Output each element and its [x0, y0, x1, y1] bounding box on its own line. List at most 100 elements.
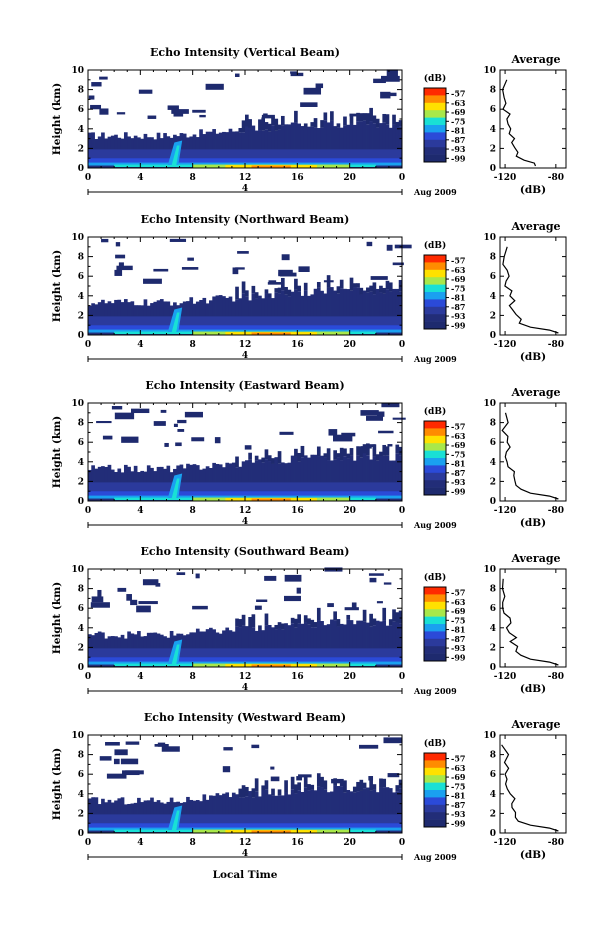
- colorbar-tick-label: -87: [451, 302, 465, 312]
- colorbar-segment: [424, 594, 446, 603]
- panel-title: Echo Intensity (Westward Beam): [144, 711, 346, 724]
- colorbar-tick-label: -99: [451, 486, 466, 496]
- y-axis-label: Height (km): [51, 582, 63, 654]
- panel-3: Echo Intensity (Eastward Beam) 0 2 4 6 8 10 0 4 8…: [51, 379, 567, 530]
- date-label: Aug 2009: [413, 520, 457, 530]
- avg-x-tick-label: -120: [494, 340, 517, 350]
- panel-4: Echo Intensity (Southward Beam) 0 2 4 6 8 10 0 4…: [51, 545, 567, 696]
- colorbar-segment: [424, 819, 446, 828]
- x-tick-label: 12: [239, 672, 252, 682]
- date-marker-label: 4: [242, 184, 248, 194]
- x-tick-label: 20: [343, 838, 356, 848]
- date-marker-label: 4: [242, 517, 248, 527]
- colorbar-segment: [424, 299, 446, 308]
- heatmap-field: [88, 737, 403, 833]
- colorbar-tick-label: -63: [451, 265, 466, 275]
- average-profile-panel: Average 0 2 4 6 8 10 -120 -80(dB): [483, 718, 567, 861]
- avg-y-tick-label: 8: [490, 253, 496, 263]
- average-title: Average: [510, 220, 560, 233]
- colorbar-unit: (dB): [424, 572, 446, 583]
- y-tick-label: 4: [78, 790, 84, 800]
- avg-y-tick-label: 8: [490, 419, 496, 429]
- x-tick-label: 16: [291, 838, 304, 848]
- x-tick-label: 16: [291, 173, 304, 183]
- y-tick-label: 8: [78, 751, 84, 761]
- avg-x-label: (dB): [520, 351, 546, 363]
- colorbar-tick-label: -99: [451, 652, 466, 662]
- x-tick-label: 0: [399, 838, 405, 848]
- average-profile-line: [501, 79, 537, 167]
- colorbar-segment: [424, 465, 446, 474]
- x-tick-label: 20: [343, 340, 356, 350]
- colorbar-segment: [424, 88, 446, 96]
- colorbar-tick-label: -75: [451, 116, 465, 126]
- y-tick-label: 6: [78, 105, 84, 115]
- colorbar-segment: [424, 95, 446, 104]
- colorbar-segment: [424, 753, 446, 761]
- avg-x-tick-label: -80: [548, 173, 564, 183]
- colorbar-segment: [424, 609, 446, 617]
- heatmap-field: [88, 238, 412, 335]
- colorbar-segment: [424, 767, 446, 776]
- colorbar-segment: [424, 314, 446, 322]
- y-tick-label: 10: [71, 66, 84, 76]
- panel-title: Echo Intensity (Eastward Beam): [145, 379, 344, 392]
- avg-x-label: (dB): [520, 849, 546, 861]
- avg-x-tick-label: -120: [494, 506, 517, 516]
- colorbar-tick-label: -81: [451, 625, 465, 635]
- colorbar-segment: [424, 435, 446, 444]
- colorbar-segment: [424, 277, 446, 285]
- y-tick-label: 10: [71, 565, 84, 575]
- colorbar-segment: [424, 601, 446, 610]
- avg-y-tick-label: 0: [490, 663, 496, 673]
- avg-x-label: (dB): [520, 184, 546, 196]
- avg-y-tick-label: 4: [490, 458, 496, 468]
- avg-y-tick-label: 4: [490, 125, 496, 135]
- average-profile-panel: Average 0 2 4 6 8 10 -120 -80(dB): [483, 552, 567, 695]
- colorbar-segment: [424, 147, 446, 155]
- x-tick-label: 16: [291, 506, 304, 516]
- colorbar-segment: [424, 646, 446, 654]
- y-tick-label: 4: [78, 458, 84, 468]
- global-xlabel: Local Time: [213, 869, 278, 881]
- colorbar-segment: [424, 139, 446, 148]
- colorbar-segment: [424, 804, 446, 813]
- avg-y-tick-label: 4: [490, 292, 496, 302]
- colorbar-segment: [424, 262, 446, 271]
- y-tick-label: 0: [78, 663, 84, 673]
- avg-x-tick-label: -80: [548, 506, 564, 516]
- colorbar-tick-label: -99: [451, 153, 466, 163]
- y-tick-label: 8: [78, 585, 84, 595]
- colorbar-segment: [424, 450, 446, 459]
- avg-x-label: (dB): [520, 683, 546, 695]
- avg-y-tick-label: 10: [483, 565, 496, 575]
- colorbar-tick-label: -57: [451, 754, 465, 764]
- avg-y-tick-label: 8: [490, 585, 496, 595]
- x-tick-label: 0: [399, 506, 405, 516]
- average-profile-panel: Average 0 2 4 6 8 10 -120 -80(dB): [483, 53, 567, 196]
- colorbar-tick-label: -93: [451, 643, 466, 653]
- colorbar-tick-label: -93: [451, 311, 466, 321]
- colorbar-segment: [424, 292, 446, 300]
- x-tick-label: 8: [190, 672, 196, 682]
- colorbar-segment: [424, 321, 446, 330]
- colorbar-tick-label: -69: [451, 107, 466, 117]
- colorbar-segment: [424, 102, 446, 111]
- date-label: Aug 2009: [413, 187, 457, 197]
- colorbar-tick-label: -63: [451, 431, 466, 441]
- y-tick-label: 2: [78, 144, 84, 154]
- x-tick-label: 0: [85, 340, 91, 350]
- colorbar-segment: [424, 480, 446, 488]
- x-tick-label: 4: [137, 672, 143, 682]
- colorbar-segment: [424, 443, 446, 451]
- colorbar-segment: [424, 487, 446, 496]
- colorbar-segment: [424, 653, 446, 662]
- colorbar-segment: [424, 760, 446, 769]
- colorbar-segment: [424, 421, 446, 429]
- colorbar-unit: (dB): [424, 406, 446, 417]
- colorbar-tick-label: -57: [451, 588, 465, 598]
- x-tick-label: 8: [190, 173, 196, 183]
- y-tick-label: 6: [78, 604, 84, 614]
- y-tick-label: 4: [78, 624, 84, 634]
